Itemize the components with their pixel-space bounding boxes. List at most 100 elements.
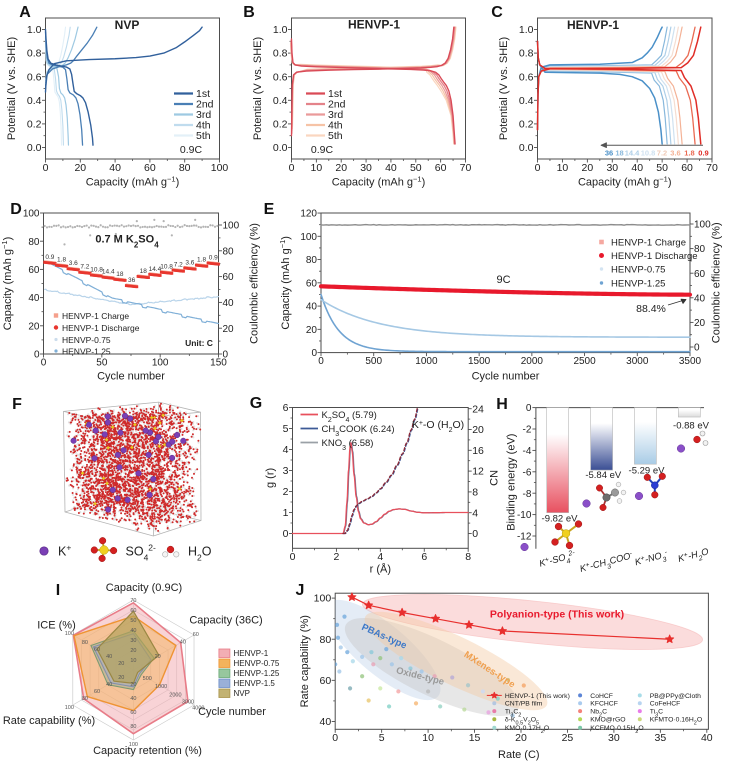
svg-text:60: 60 [320, 675, 332, 687]
svg-text:Cycle number: Cycle number [198, 706, 266, 718]
svg-text:0.8: 0.8 [273, 48, 288, 60]
svg-text:60: 60 [681, 162, 693, 174]
svg-text:3.6: 3.6 [185, 259, 194, 266]
svg-text:50: 50 [130, 618, 136, 624]
svg-text:0.4: 0.4 [519, 95, 534, 107]
svg-text:-5.84 eV: -5.84 eV [585, 470, 622, 481]
svg-text:KNO3 (6.58): KNO3 (6.58) [322, 438, 374, 452]
svg-text:0: 0 [41, 358, 47, 369]
svg-text:5: 5 [283, 423, 289, 435]
svg-text:10.8: 10.8 [641, 149, 656, 158]
svg-text:40: 40 [223, 298, 235, 309]
svg-text:0: 0 [694, 343, 700, 354]
svg-text:5th: 5th [328, 130, 343, 142]
svg-text:-4: -4 [522, 446, 531, 457]
svg-text:HENVP-0.75: HENVP-0.75 [234, 659, 280, 668]
svg-text:Coulombic efficiency (%): Coulombic efficiency (%) [711, 222, 723, 343]
svg-text:Binding energy (eV): Binding energy (eV) [506, 434, 518, 531]
svg-text:1.0: 1.0 [519, 24, 534, 36]
svg-text:-2: -2 [522, 425, 531, 436]
svg-text:10: 10 [130, 658, 136, 664]
svg-text:16: 16 [472, 445, 484, 457]
svg-text:7.2: 7.2 [657, 149, 667, 158]
svg-text:40: 40 [320, 716, 332, 728]
svg-text:14.4: 14.4 [149, 266, 162, 273]
svg-text:0: 0 [472, 528, 478, 540]
svg-text:Potential (V vs. SHE): Potential (V vs. SHE) [252, 37, 264, 140]
svg-text:1000: 1000 [415, 356, 438, 367]
svg-text:20: 20 [130, 648, 136, 654]
svg-text:80: 80 [179, 162, 191, 174]
svg-text:0: 0 [289, 162, 295, 174]
svg-text:-9.82 eV: -9.82 eV [542, 513, 579, 524]
svg-text:0.2: 0.2 [519, 119, 534, 131]
svg-text:I: I [56, 582, 60, 599]
svg-text:8: 8 [465, 551, 471, 563]
svg-text:1st: 1st [196, 88, 210, 100]
svg-text:Nb2C: Nb2C [590, 709, 607, 719]
svg-text:60: 60 [94, 689, 100, 695]
svg-text:HENVP-0.75: HENVP-0.75 [62, 335, 111, 345]
svg-text:HENVP-1 Discharge: HENVP-1 Discharge [611, 251, 698, 262]
svg-text:0.2: 0.2 [273, 119, 288, 131]
svg-text:100: 100 [65, 705, 74, 711]
svg-text:HENVP-1.25: HENVP-1.25 [611, 278, 665, 289]
svg-text:60: 60 [130, 608, 136, 614]
svg-text:18: 18 [140, 268, 148, 275]
svg-text:120: 120 [300, 209, 317, 220]
svg-text:50: 50 [410, 162, 422, 174]
svg-text:1: 1 [283, 507, 289, 519]
svg-text:60: 60 [144, 162, 156, 174]
svg-text:20: 20 [130, 682, 136, 688]
svg-text:Rate capability (%): Rate capability (%) [299, 615, 311, 707]
svg-text:36: 36 [605, 149, 613, 158]
svg-text:100: 100 [211, 162, 229, 174]
svg-text:500: 500 [365, 356, 382, 367]
svg-text:0.9C: 0.9C [311, 144, 334, 156]
svg-text:D: D [10, 201, 22, 218]
svg-text:2000: 2000 [521, 356, 544, 367]
svg-text:Capacity retention (%): Capacity retention (%) [93, 745, 202, 757]
svg-text:100: 100 [23, 209, 40, 220]
svg-text:HENVP-0.75: HENVP-0.75 [611, 264, 665, 275]
svg-text:3rd: 3rd [328, 109, 343, 121]
svg-text:H: H [496, 396, 508, 413]
svg-text:40: 40 [106, 682, 112, 688]
svg-text:40: 40 [180, 640, 186, 646]
svg-text:2nd: 2nd [328, 99, 346, 111]
svg-text:0: 0 [34, 350, 40, 361]
svg-text:25: 25 [562, 732, 574, 744]
svg-text:E: E [264, 201, 275, 218]
svg-text:3000: 3000 [182, 700, 194, 706]
svg-text:40: 40 [130, 628, 136, 634]
svg-text:2: 2 [333, 551, 339, 563]
svg-text:2500: 2500 [573, 356, 596, 367]
svg-text:ICE (%): ICE (%) [37, 620, 76, 632]
svg-text:0: 0 [290, 551, 296, 563]
svg-text:H2O: H2O [188, 545, 212, 563]
svg-text:3.6: 3.6 [69, 260, 78, 267]
svg-text:80: 80 [82, 696, 88, 702]
svg-text:3rd: 3rd [196, 109, 211, 121]
svg-text:0.9C: 0.9C [180, 144, 203, 156]
svg-text:20: 20 [515, 732, 527, 744]
svg-text:20: 20 [582, 162, 594, 174]
svg-text:1.8: 1.8 [57, 257, 66, 264]
svg-text:70: 70 [706, 162, 718, 174]
svg-text:7.2: 7.2 [80, 264, 89, 271]
svg-text:Capacity (mAh g−1): Capacity (mAh g−1) [278, 236, 293, 330]
svg-text:4th: 4th [328, 120, 343, 132]
svg-text:HENVP-1 Discharge: HENVP-1 Discharge [62, 323, 140, 333]
svg-text:g (r): g (r) [265, 468, 277, 488]
svg-text:30: 30 [360, 162, 372, 174]
svg-text:K2SO4 (5.79): K2SO4 (5.79) [322, 410, 377, 424]
svg-text:0.8: 0.8 [519, 48, 534, 60]
svg-text:40: 40 [701, 732, 713, 744]
svg-text:10.8: 10.8 [160, 264, 173, 271]
svg-text:0: 0 [283, 528, 289, 540]
svg-text:Polyanion-type (This work): Polyanion-type (This work) [490, 609, 624, 621]
svg-text:-8: -8 [522, 489, 531, 500]
svg-text:0.4: 0.4 [27, 95, 42, 107]
svg-text:CoHCF: CoHCF [590, 693, 613, 700]
svg-text:100: 100 [300, 232, 317, 243]
